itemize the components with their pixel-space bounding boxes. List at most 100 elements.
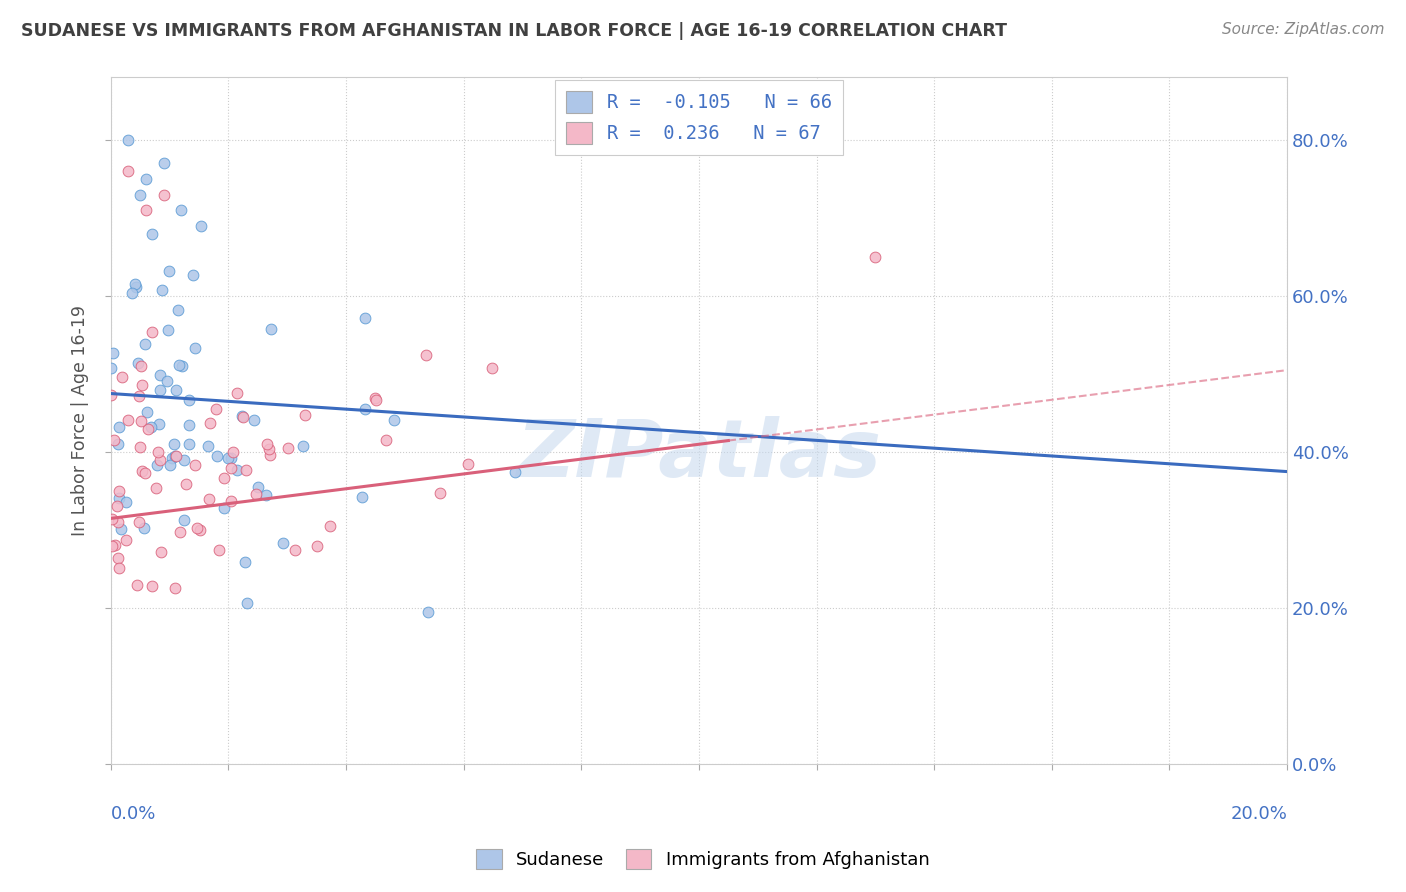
Point [159,458,181,473]
Point [179,392,201,407]
Point [111,370,134,384]
Point [173,513,195,527]
Point [128,389,150,403]
Point [260,322,283,336]
Point [236,596,259,610]
Point [100,388,122,402]
Point [117,133,139,147]
Point [292,439,315,453]
Y-axis label: In Labor Force | Age 16-19: In Labor Force | Age 16-19 [72,305,89,536]
Point [152,156,174,170]
Point [141,227,163,241]
Point [186,521,208,535]
Point [129,414,152,428]
Point [172,359,194,374]
Point [212,471,235,485]
Text: 0.0%: 0.0% [111,805,156,823]
Point [146,445,169,459]
Point [115,533,138,547]
Point [149,453,172,467]
Point [141,325,163,339]
Point [132,521,155,535]
Point [169,524,191,539]
Point [124,277,146,292]
Point [134,337,156,351]
Point [150,545,173,559]
Point [100,539,122,553]
Point [110,522,132,536]
Point [319,518,342,533]
Point [221,461,243,475]
Point [254,488,277,502]
Point [221,494,243,508]
Point [457,457,479,471]
Point [198,417,221,431]
Point [212,500,235,515]
Point [188,523,211,537]
Point [222,445,245,459]
Point [243,413,266,427]
Point [170,203,193,218]
Point [107,515,129,529]
Point [165,384,187,398]
Point [107,437,129,451]
Point [156,374,179,388]
Text: SUDANESE VS IMMIGRANTS FROM AFGHANISTAN IN LABOR FORCE | AGE 16-19 CORRELATION C: SUDANESE VS IMMIGRANTS FROM AFGHANISTAN … [21,22,1007,40]
Point [225,463,247,477]
Point [375,433,398,447]
Point [353,402,375,417]
Point [294,408,316,422]
Point [160,450,183,465]
Point [181,268,204,283]
Point [135,203,157,218]
Point [149,368,172,382]
Point [134,467,156,481]
Point [135,172,157,186]
Point [284,543,307,558]
Point [103,345,125,359]
Point [141,579,163,593]
Point [108,484,131,499]
Point [107,550,129,565]
Point [108,420,131,434]
Point [103,538,125,552]
Point [107,560,129,574]
Point [231,409,253,424]
Point [217,450,239,465]
Point [103,434,125,448]
Point [235,463,257,477]
Point [169,359,191,373]
Point [503,465,526,479]
Point [305,539,328,553]
Point [179,417,201,432]
Point [197,439,219,453]
Point [149,383,172,397]
Point [364,391,387,405]
Point [117,164,139,178]
Text: 20.0%: 20.0% [1230,805,1286,823]
Point [131,464,153,478]
Point [481,360,503,375]
Point [129,187,152,202]
Point [148,417,170,432]
Point [166,302,188,317]
Point [225,385,247,400]
Legend: Sudanese, Immigrants from Afghanistan: Sudanese, Immigrants from Afghanistan [467,839,939,879]
Text: ZIPatlas: ZIPatlas [516,417,882,494]
Point [366,392,388,407]
Point [136,422,159,436]
Point [145,481,167,495]
Point [157,264,180,278]
Point [259,448,281,462]
Point [184,458,207,473]
Point [277,441,299,455]
Point [429,486,451,500]
Point [128,515,150,529]
Point [190,219,212,234]
Point [271,535,294,549]
Point [382,413,405,427]
Point [152,187,174,202]
Point [163,581,186,595]
Point [184,341,207,355]
Point [100,512,122,526]
